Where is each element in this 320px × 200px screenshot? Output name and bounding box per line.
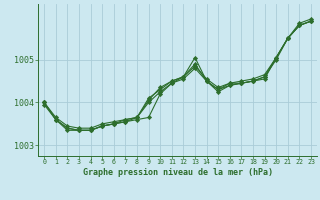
X-axis label: Graphe pression niveau de la mer (hPa): Graphe pression niveau de la mer (hPa): [83, 168, 273, 177]
